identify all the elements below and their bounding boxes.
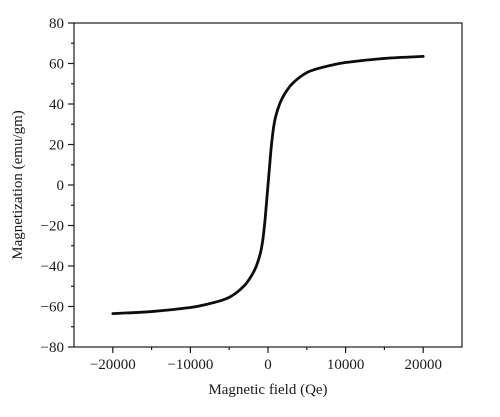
y-tick-label: −40 [41,259,64,275]
hysteresis-curve [111,55,425,315]
x-tick-label: 10000 [327,357,365,373]
y-tick-label: 20 [49,138,64,154]
x-tick-label: 0 [264,357,272,373]
y-tick-label: 60 [49,57,64,73]
x-axis-title: Magnetic field (Qe) [208,382,327,398]
y-tick-label: 0 [57,178,65,194]
x-tick-label: −10000 [167,357,213,373]
y-axis-ticks: −80 −60 −40 −20 0 20 40 60 80 [41,16,74,356]
y-tick-label: 80 [49,16,64,32]
y-tick-label: −20 [41,219,64,235]
y-tick-label: 40 [49,97,64,113]
y-tick-label: −80 [41,340,64,356]
x-tick-label: 20000 [404,357,442,373]
y-axis-title: Magnetization (emu/gm) [10,110,26,260]
x-tick-label: −20000 [90,357,136,373]
y-tick-label: −60 [41,300,64,316]
x-axis-ticks: −20000 −10000 0 10000 20000 [90,347,442,373]
